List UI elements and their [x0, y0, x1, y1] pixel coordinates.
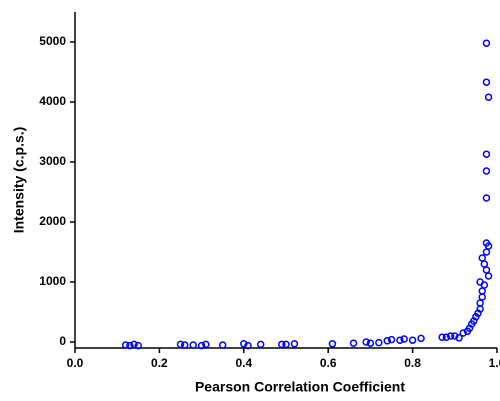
x-tick-label: 0.6	[320, 356, 337, 370]
point	[446, 332, 455, 340]
point	[256, 340, 265, 349]
point	[484, 272, 493, 280]
point	[290, 340, 299, 348]
point	[476, 299, 484, 307]
point	[176, 340, 185, 349]
point	[459, 329, 467, 337]
point	[482, 78, 491, 86]
point	[482, 150, 491, 158]
point	[455, 334, 463, 342]
point	[282, 340, 290, 349]
point	[417, 334, 425, 343]
point	[244, 341, 252, 350]
point	[451, 332, 459, 340]
point	[482, 194, 491, 202]
point	[130, 340, 138, 349]
point	[480, 260, 489, 268]
point	[202, 340, 210, 349]
point	[362, 338, 370, 346]
x-tick-label: 0.4	[235, 356, 252, 370]
point	[484, 93, 493, 101]
point	[478, 293, 486, 301]
point	[442, 333, 451, 341]
point	[438, 333, 446, 341]
point	[476, 278, 484, 286]
point	[484, 242, 493, 250]
y-tick-label: 4000	[39, 94, 66, 108]
point	[383, 337, 392, 345]
point	[482, 248, 491, 256]
y-tick-label: 5000	[39, 34, 66, 48]
point	[180, 341, 189, 349]
point	[408, 336, 417, 344]
point	[197, 341, 206, 350]
point	[134, 341, 143, 350]
x-tick-label: 1.0	[489, 356, 500, 370]
point	[121, 341, 130, 349]
point	[400, 335, 408, 343]
y-tick-label: 3000	[39, 154, 66, 168]
point	[366, 339, 375, 347]
point	[482, 167, 491, 175]
point	[278, 340, 286, 349]
point	[396, 336, 404, 344]
y-tick-label: 2000	[39, 214, 66, 228]
point	[349, 339, 358, 347]
point	[189, 341, 197, 349]
y-axis-label: Intensity (c.p.s.)	[11, 127, 27, 234]
point	[482, 266, 491, 274]
y-tick-label: 1000	[39, 274, 66, 288]
x-tick-label: 0.0	[67, 356, 84, 370]
point	[126, 341, 134, 350]
point	[482, 39, 491, 47]
point	[240, 340, 248, 348]
x-axis-label: Pearson Correlation Coefficient	[195, 379, 405, 395]
point	[478, 287, 486, 295]
point	[375, 338, 383, 347]
point	[478, 254, 486, 262]
point	[387, 335, 396, 344]
x-tick-label: 0.2	[151, 356, 168, 370]
x-tick-label: 0.8	[404, 356, 421, 370]
point	[218, 341, 227, 349]
y-tick-label: 0	[59, 334, 66, 348]
point	[328, 340, 337, 348]
